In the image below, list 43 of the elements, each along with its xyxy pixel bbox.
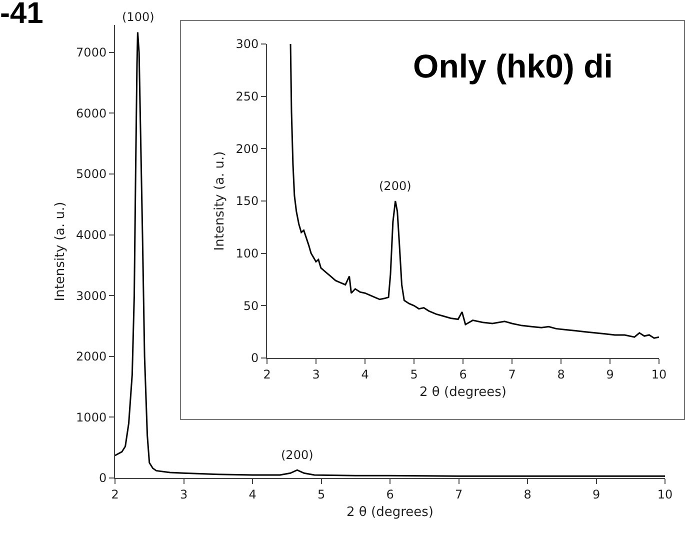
- y-tick-label: 300: [236, 37, 259, 52]
- y-axis-title: Intensity (a. u.): [212, 151, 228, 251]
- x-tick-label: 4: [248, 487, 256, 502]
- y-tick-label: 0: [250, 351, 259, 366]
- x-axis-title: 2 θ (degrees): [420, 385, 506, 400]
- y-tick-label: 3000: [76, 288, 107, 303]
- x-tick-label: 2: [111, 487, 119, 502]
- x-tick-label: 5: [317, 487, 326, 502]
- chart-title: -41: [0, 0, 44, 30]
- x-tick-label: 8: [524, 487, 532, 502]
- y-tick-label: 5000: [76, 167, 107, 182]
- y-tick-label: 150: [236, 194, 259, 208]
- x-tick-label: 5: [410, 367, 418, 382]
- line-series: [290, 44, 659, 339]
- x-tick-label: 9: [606, 367, 614, 382]
- y-tick-label: 0: [98, 471, 107, 486]
- x-tick-label: 6: [459, 367, 467, 382]
- annotation: (100): [122, 10, 154, 24]
- y-tick-label: 250: [236, 90, 259, 104]
- x-tick-label: 6: [386, 487, 394, 502]
- y-tick-label: 4000: [76, 228, 107, 242]
- x-tick-label: 7: [508, 367, 516, 382]
- y-tick-label: 6000: [76, 106, 107, 120]
- x-tick-label: 9: [592, 487, 600, 502]
- y-tick-label: 200: [236, 142, 259, 156]
- annotation: (200): [379, 179, 412, 193]
- x-tick-label: 7: [454, 487, 463, 502]
- x-tick-label: 2: [263, 367, 271, 382]
- y-tick-label: 50: [243, 298, 259, 313]
- x-tick-label: 3: [180, 487, 188, 502]
- x-tick-label: 3: [312, 367, 320, 382]
- x-tick-label: 10: [651, 367, 667, 382]
- y-tick-label: 2000: [76, 350, 107, 364]
- x-tick-label: 10: [657, 487, 673, 502]
- y-axis-title: Intensity (a. u.): [53, 202, 68, 302]
- x-tick-label: 4: [361, 367, 369, 382]
- y-tick-label: 7000: [76, 46, 107, 60]
- y-tick-label: 100: [236, 246, 259, 261]
- y-tick-label: 1000: [76, 410, 107, 424]
- x-tick-label: 8: [557, 367, 565, 382]
- x-axis-title: 2 θ (degrees): [346, 505, 434, 520]
- annotation: (200): [281, 448, 314, 462]
- chart-title: Only (hk0) di: [413, 48, 613, 85]
